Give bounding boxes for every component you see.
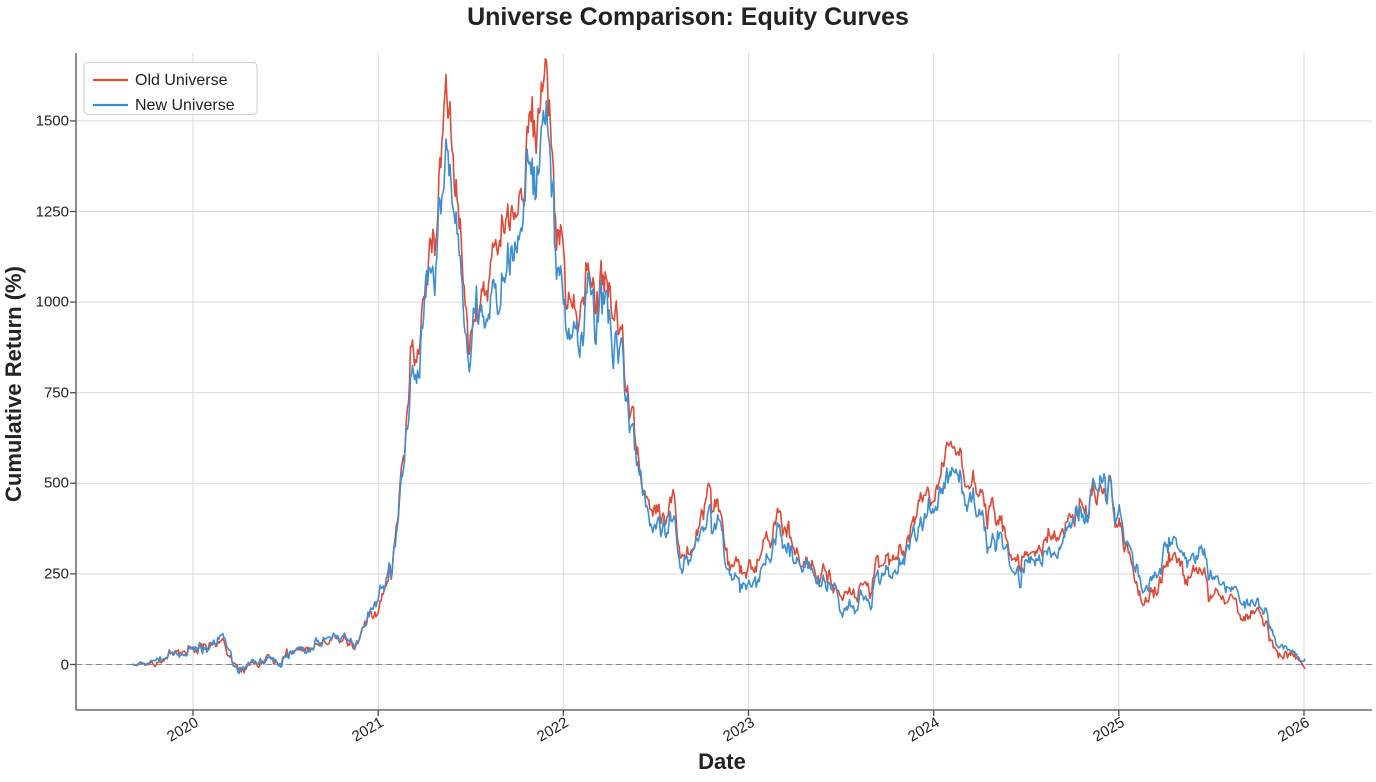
svg-text:Old Universe: Old Universe bbox=[135, 72, 228, 89]
svg-text:New Universe: New Universe bbox=[135, 97, 235, 114]
